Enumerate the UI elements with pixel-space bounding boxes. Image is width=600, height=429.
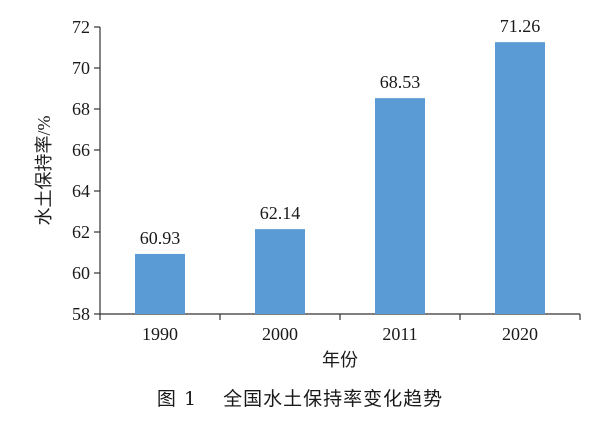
y-tick-label: 66	[72, 140, 90, 160]
data-label-2011: 68.53	[380, 72, 421, 92]
y-tick-label: 72	[72, 17, 90, 37]
x-tick-label: 2020	[502, 324, 538, 344]
y-axis: 58 60 62 64 66 68 70 72	[72, 17, 101, 324]
data-labels: 60.93 62.14 68.53 71.26	[140, 16, 541, 248]
data-label-2020: 71.26	[500, 16, 541, 36]
x-tick-label: 2011	[382, 324, 417, 344]
y-tick-label: 70	[72, 58, 90, 78]
x-tick-label: 2000	[262, 324, 298, 344]
y-tick-label: 64	[72, 181, 90, 201]
figure-number: 图 1	[156, 388, 198, 410]
bar-2020	[495, 42, 545, 315]
bar-2011	[375, 98, 425, 314]
y-axis-label: 水土保持率/%	[34, 115, 54, 225]
figure-caption: 图 1 全国水土保持率变化趋势	[0, 384, 600, 411]
data-label-1990: 60.93	[140, 228, 181, 248]
data-label-2000: 62.14	[260, 203, 301, 223]
x-axis: 1990 2000 2011 2020	[99, 313, 581, 344]
figure-title: 全国水土保持率变化趋势	[223, 388, 444, 410]
y-tick-label: 62	[72, 222, 90, 242]
y-tick-label: 58	[72, 304, 90, 324]
y-tick-label: 60	[72, 263, 90, 283]
x-tick-label: 1990	[142, 324, 178, 344]
bar-2000	[255, 229, 305, 314]
bars	[135, 42, 545, 315]
bar-1990	[135, 253, 185, 314]
x-axis-label: 年份	[322, 350, 358, 370]
y-tick-label: 68	[72, 99, 90, 119]
